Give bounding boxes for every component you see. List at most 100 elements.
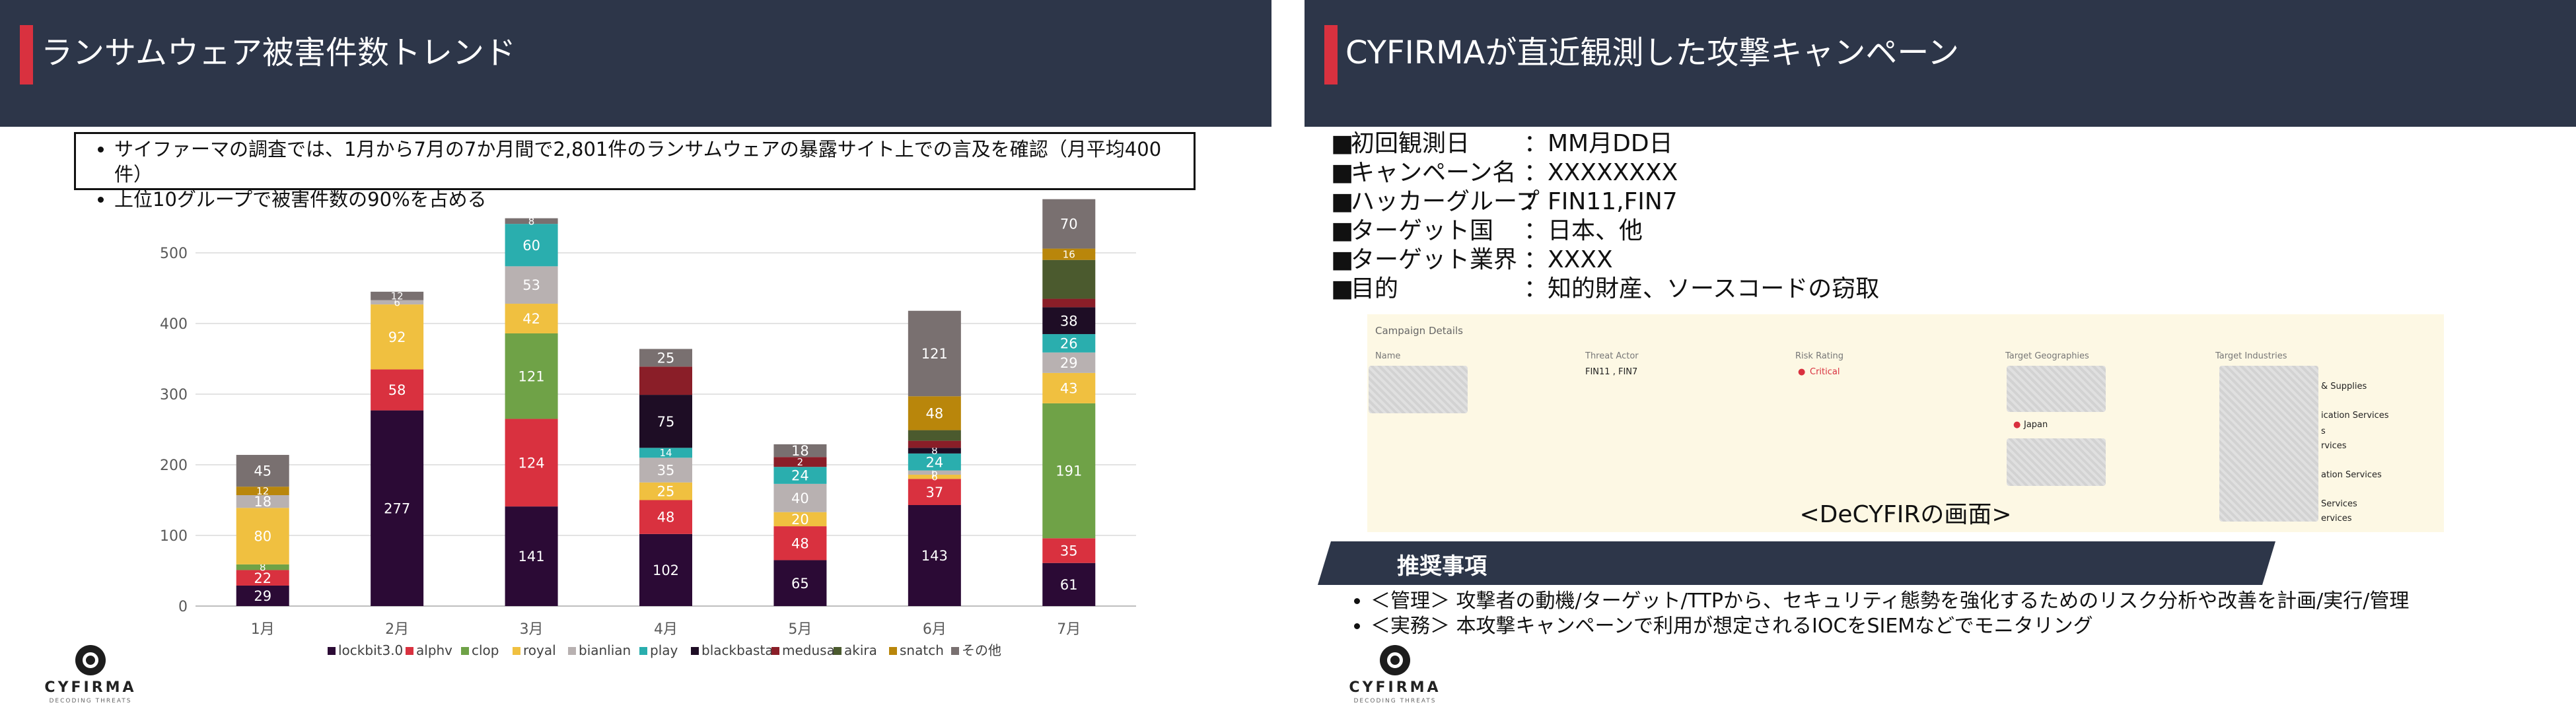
bar-segment: [908, 470, 961, 475]
column-header-target-industries: Target Industries: [2215, 351, 2287, 361]
bar-segment: [505, 224, 558, 267]
y-tick-label: 200: [160, 458, 188, 474]
legend-swatch: [568, 647, 576, 655]
bar-segment: [639, 458, 692, 483]
industry-fragment: ation Services: [2321, 470, 2382, 480]
campaign-profile: ■ 初回観測日 ：MM月DD日 ■ キャンペーン名 ：XXXXXXXX ■ ハッカーグルー…: [1331, 129, 1879, 304]
profile-row: ■ キャンペーン名 ：XXXXXXXX: [1331, 158, 1879, 187]
data-label: 12: [256, 485, 269, 497]
legend-label: snatch: [900, 642, 944, 658]
redacted-geo-block: [2007, 366, 2106, 412]
data-label: 43: [1060, 380, 1078, 396]
bullet-square-icon: ■: [1331, 275, 1354, 302]
recommendation-banner: 推奨事項: [1318, 541, 2275, 585]
data-label: 8: [528, 215, 535, 227]
target-geography-value: Japan: [2024, 420, 2048, 430]
legend-label: alphv: [416, 642, 452, 658]
data-label: 48: [657, 510, 675, 526]
bar-segment: [908, 504, 961, 606]
slide-ransomware-trend: ランサムウェア被害件数トレンド サイファーマの調査では、1月から7月の7か月間で…: [0, 0, 1271, 715]
bar-segment: [1042, 298, 1096, 308]
y-tick-label: 400: [160, 316, 188, 333]
bar-segment: [639, 395, 692, 448]
cyfirma-logo: CYFIRMA DECODING THREATS: [41, 645, 147, 711]
profile-row: ■ 目的 ：知的財産、ソースコードの窃取: [1331, 275, 1879, 304]
legend-label: medusa: [782, 642, 835, 658]
summary-bullet: 上位10グループで被害件数の90%を占める: [114, 187, 1182, 212]
data-label: 35: [657, 463, 675, 479]
data-label: 61: [1060, 577, 1078, 593]
data-label: 102: [653, 562, 679, 578]
bar-segment: [639, 533, 692, 606]
legend-swatch: [639, 647, 647, 655]
bar-segment: [773, 512, 827, 527]
bar-segment: [371, 304, 424, 370]
bar-segment: [236, 455, 289, 487]
industry-fragment: rvices: [2321, 441, 2347, 451]
bar-segment: [505, 218, 558, 224]
data-label: 24: [925, 454, 943, 470]
legend-label: blackbasta: [701, 642, 773, 658]
legend-swatch: [406, 647, 413, 655]
profile-key: ターゲット国: [1351, 217, 1494, 244]
x-tick-label: 7月: [1057, 621, 1081, 638]
recommendation-list: ＜管理＞ 攻撃者の動機/ターゲット/TTPから、セキュリティ態勢を強化するための…: [1331, 589, 2409, 639]
bar-segment: [371, 300, 424, 305]
recommendation-item: ＜実務＞ 本攻撃キャンペーンで利用が想定されるIOCをSIEMなどでモニタリング: [1371, 614, 2409, 639]
legend-swatch: [771, 647, 779, 655]
legend-swatch: [513, 647, 520, 655]
bar-segment: [505, 266, 558, 304]
bar-segment: [236, 487, 289, 496]
bullet-square-icon: ■: [1331, 246, 1354, 273]
bar-segment: [639, 482, 692, 500]
industry-fragment: ication Services: [2321, 411, 2389, 421]
logo-wordmark: CYFIRMA: [1349, 679, 1441, 696]
slide-attack-campaign: CYFIRMAが直近観測した攻撃キャンペーン ■ 初回観測日 ：MM月DD日 ■ キャ…: [1305, 0, 2576, 715]
bar-segment: [1042, 248, 1096, 260]
data-label: 80: [254, 529, 271, 545]
legend-label: その他: [962, 642, 1001, 658]
data-label: 65: [791, 576, 809, 592]
bar-segment: [1042, 403, 1096, 539]
bullet-square-icon: ■: [1331, 188, 1354, 215]
bar-segment: [773, 444, 827, 458]
legend-label: royal: [523, 642, 556, 658]
bar-segment: [1042, 562, 1096, 606]
slide-title: CYFIRMAが直近観測した攻撃キャンペーン: [1345, 34, 1959, 71]
bar-segment: [908, 440, 961, 448]
data-label: 14: [659, 447, 672, 459]
bar-segment: [236, 495, 289, 508]
data-label: 48: [925, 405, 943, 421]
data-label: 2: [797, 456, 804, 468]
bar-segment: [236, 508, 289, 564]
redacted-name-block: [1369, 366, 1468, 413]
profile-value: ：MM月DD日: [1524, 130, 1673, 157]
bar-segment: [908, 430, 961, 441]
data-label: 121: [921, 346, 948, 362]
bar-segment: [639, 349, 692, 367]
recommendation-item: ＜管理＞ 攻撃者の動機/ターゲット/TTPから、セキュリティ態勢を強化するための…: [1371, 589, 2409, 614]
data-label: 22: [254, 570, 271, 586]
campaign-details-screenshot: Campaign Details Name Threat Actor Risk …: [1367, 314, 2444, 532]
card-title: Campaign Details: [1375, 325, 1463, 337]
data-label: 6: [931, 471, 938, 483]
profile-row: ■ ハッカーグループ ：FIN11,FIN7: [1331, 187, 1879, 217]
slide-header: CYFIRMAが直近観測した攻撃キャンペーン: [1305, 0, 2576, 127]
bullet-square-icon: ■: [1331, 130, 1354, 157]
data-label: 48: [791, 535, 809, 551]
data-label: 70: [1060, 217, 1078, 232]
profile-value: ：知的財産、ソースコードの窃取: [1524, 275, 1880, 302]
industry-fragment: ervices: [2321, 514, 2352, 524]
cyfirma-logo: CYFIRMA DECODING THREATS: [1345, 645, 1451, 711]
legend-swatch: [951, 647, 959, 655]
logo-wordmark: CYFIRMA: [44, 679, 137, 696]
legend-label: play: [650, 642, 678, 658]
profile-value: ：XXXX: [1524, 246, 1613, 273]
recommendation-header: 推奨事項: [1397, 553, 1487, 580]
summary-bullet: サイファーマの調査では、1月から7月の7か月間で2,801件のランサムウェアの暴…: [114, 137, 1182, 187]
bar-segment: [773, 467, 827, 484]
profile-key: ターゲット業界: [1351, 246, 1518, 273]
data-label: 40: [791, 491, 809, 506]
data-label: 38: [1060, 313, 1078, 329]
industry-fragment: s: [2321, 426, 2326, 436]
